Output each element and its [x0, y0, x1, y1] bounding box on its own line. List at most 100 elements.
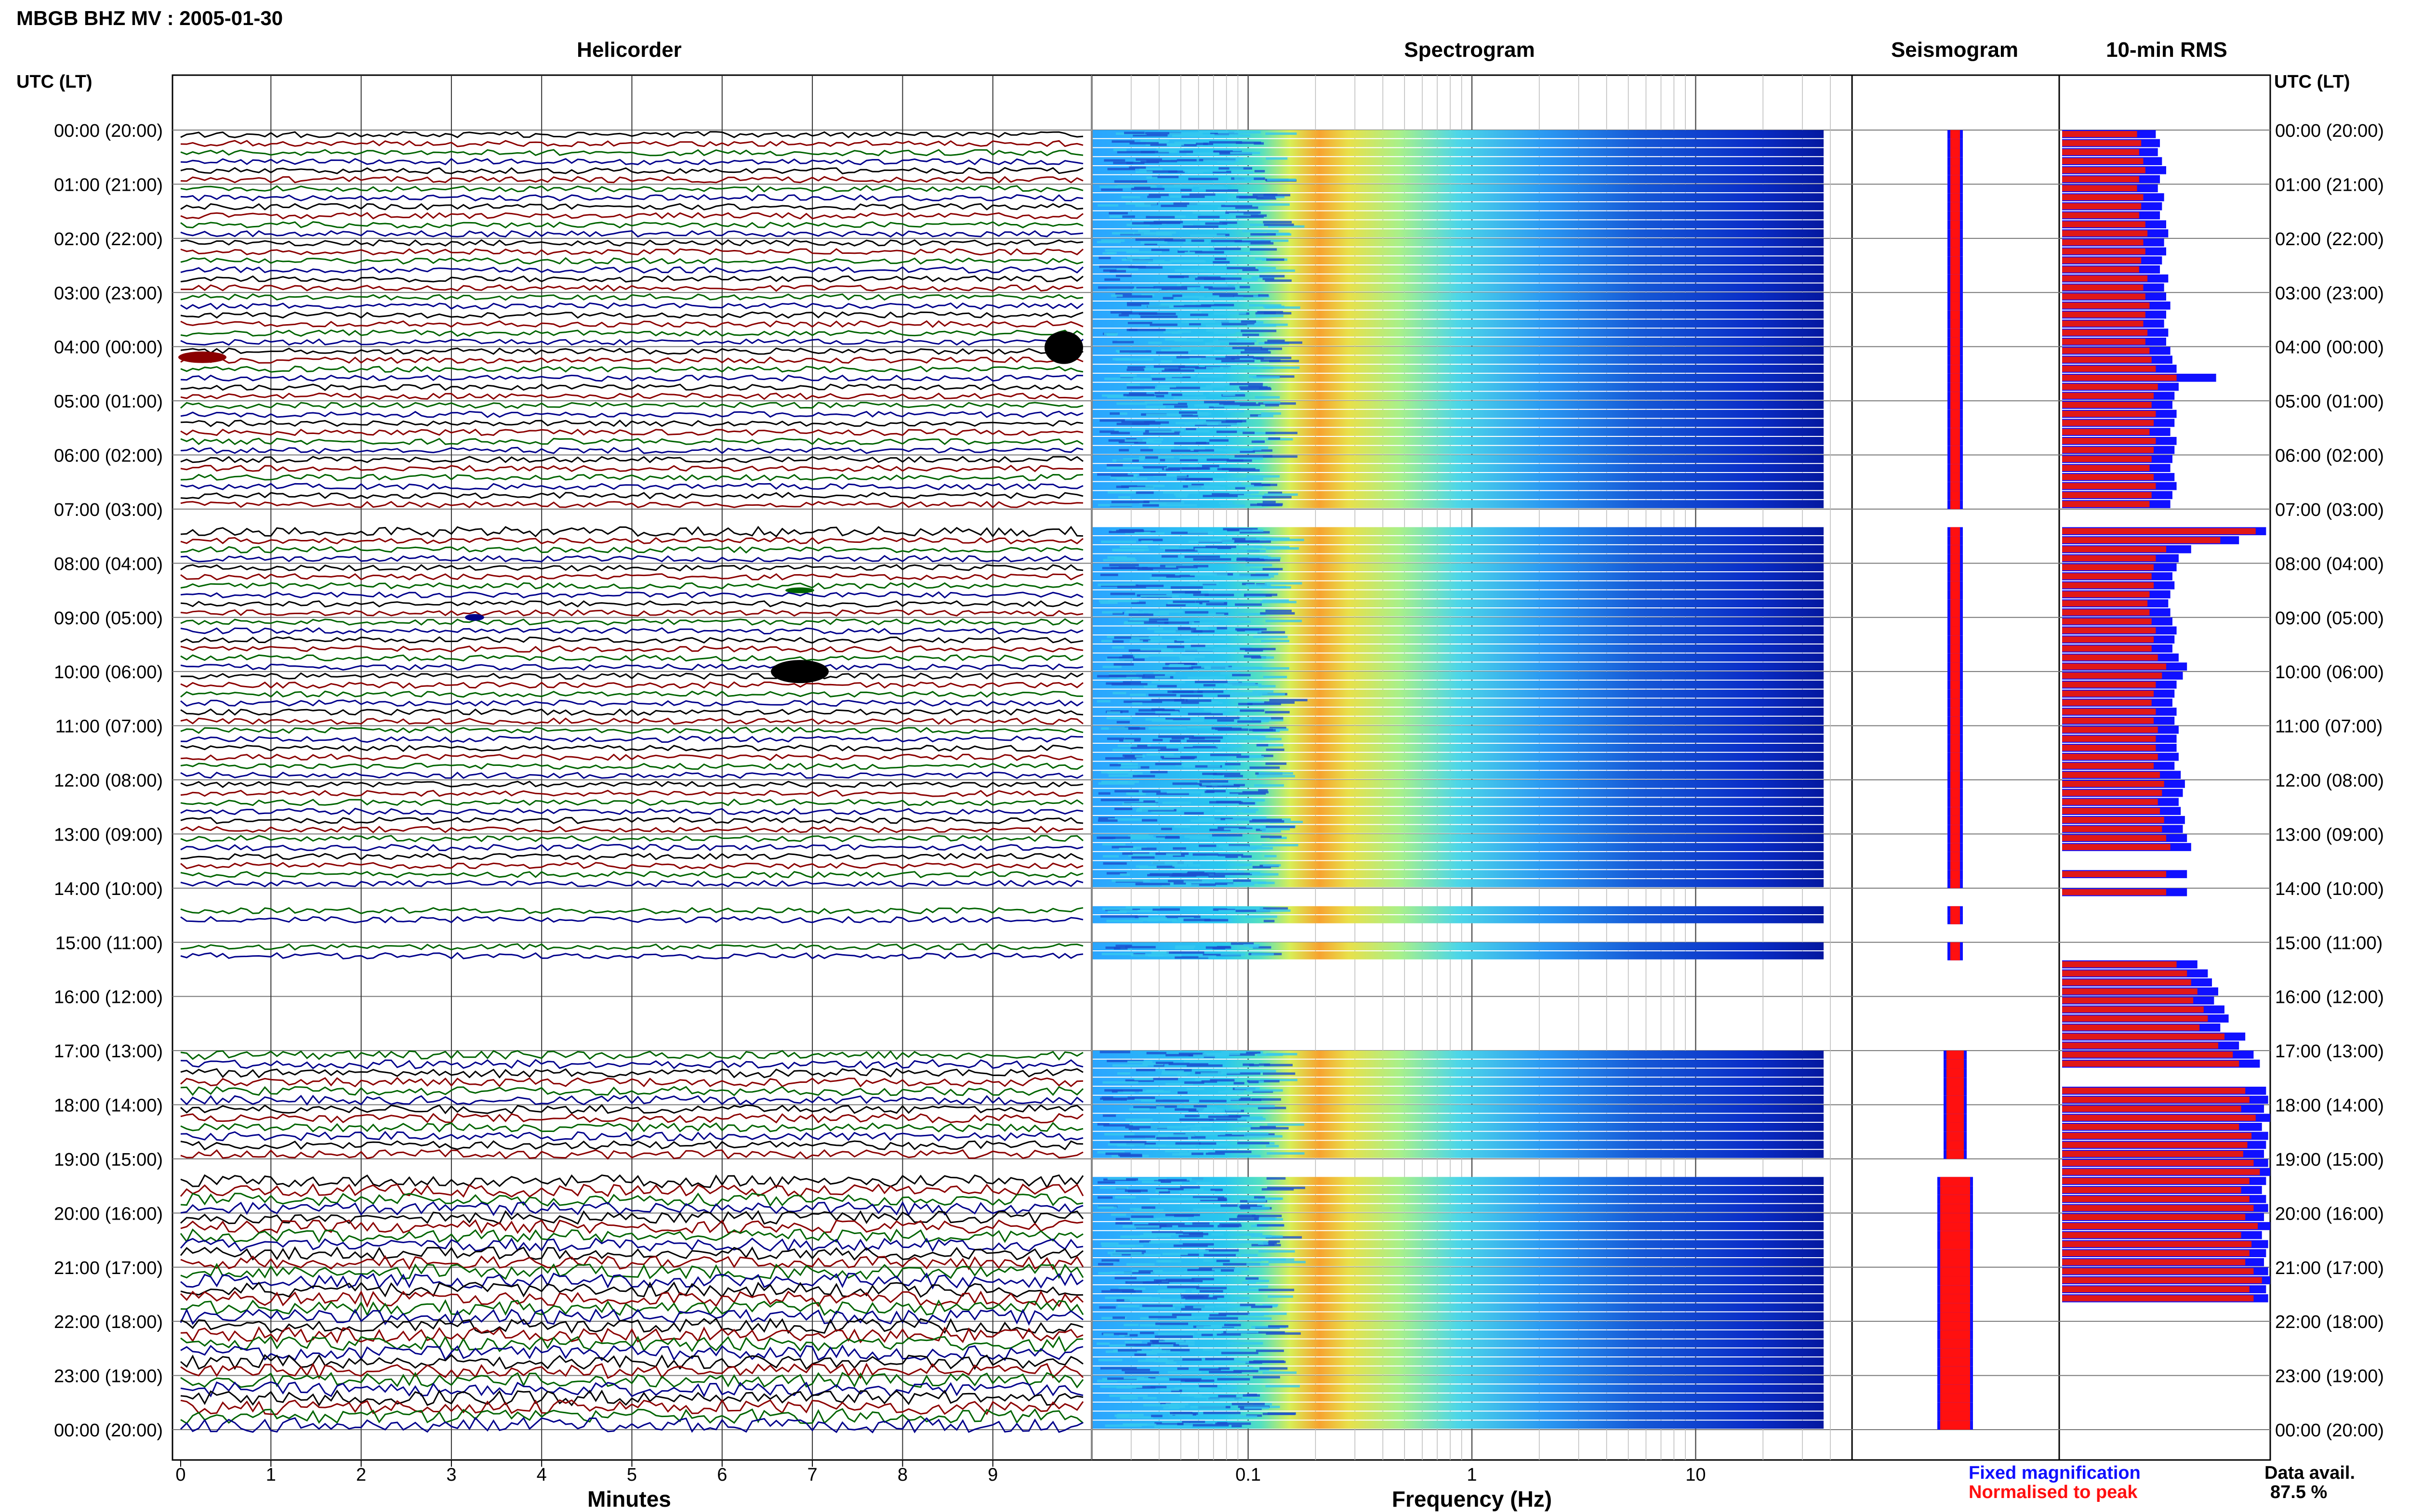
spectrogram-speckle [1174, 1387, 1212, 1390]
spectrogram-row [1093, 1420, 1824, 1429]
spectrogram-speckle [1246, 1263, 1269, 1266]
helicorder-trace [180, 320, 1084, 328]
spectrogram-speckle [1130, 694, 1146, 697]
seismogram-normalised [1950, 229, 1960, 238]
spectrogram-speckle [1192, 1424, 1229, 1427]
spectrogram-speckle [1238, 1398, 1260, 1401]
spectrogram-speckle [1186, 152, 1219, 155]
time-tick-label-left: 02:00 (22:00) [54, 229, 163, 250]
rms-bar-normalised [2062, 1006, 2204, 1013]
spectrogram-speckle [1151, 708, 1165, 711]
rms-bar-normalised [2062, 302, 2150, 309]
helicorder-trace [180, 1210, 1084, 1225]
spectrogram-row [1093, 735, 1824, 743]
spectrogram-speckle [1112, 646, 1125, 649]
spectrogram-speckle [1225, 855, 1238, 858]
helicorder-trace [180, 1149, 1084, 1160]
time-tick-label-right: 13:00 (09:00) [2275, 825, 2384, 845]
spectrogram-speckle [1268, 1261, 1306, 1263]
seismogram-normalised [1950, 409, 1960, 419]
spectrogram-speckle [1249, 304, 1282, 307]
spectrogram-speckle [1156, 1105, 1177, 1108]
spectrogram-speckle [1109, 1344, 1135, 1347]
spectrogram-speckle [1239, 1317, 1272, 1320]
spectrogram-speckle [1207, 1252, 1239, 1255]
spectrogram-speckle [1237, 550, 1266, 552]
spectrogram-speckle [1142, 466, 1167, 469]
spectrogram-speckle [1123, 739, 1135, 742]
spectrogram-speckle [1241, 320, 1257, 323]
spectrogram-speckle [1264, 582, 1302, 585]
seismogram-normalised [1940, 1348, 1970, 1358]
helicorder-trace [180, 834, 1084, 842]
spectrogram-speckle [1147, 305, 1183, 308]
spectrogram-speckle [1224, 775, 1243, 777]
spectrogram-speckle [1237, 613, 1266, 616]
spectrogram-row [1093, 1195, 1824, 1203]
rms-bar-normalised [2062, 961, 2177, 968]
helicorder-trace [180, 600, 1084, 608]
spectrogram-speckle [1165, 1362, 1177, 1365]
spectrogram-speckle [1156, 1260, 1172, 1262]
spectrogram-speckle [1151, 954, 1182, 957]
spectrogram-speckle [1229, 212, 1244, 215]
spectrogram-speckle [1219, 1223, 1241, 1226]
spectrogram-speckle [1229, 167, 1244, 170]
spectrogram-speckle [1263, 194, 1291, 197]
spectrogram-speckle [1175, 956, 1208, 959]
spectrogram-speckle [1171, 737, 1185, 740]
spectrogram-speckle [1205, 385, 1225, 388]
spectrogram-speckle [1099, 1186, 1129, 1189]
spectrogram-speckle [1226, 1330, 1258, 1333]
spectrogram-speckle [1221, 205, 1253, 208]
minute-tick-label: 2 [356, 1465, 366, 1485]
seismogram-normalised [1950, 807, 1960, 816]
spectrogram-speckle [1131, 856, 1155, 859]
spectrogram-row [1093, 879, 1824, 887]
spectrogram-speckle [1142, 919, 1177, 921]
helicorder-trace [180, 735, 1084, 743]
seismic-event-blob [1045, 331, 1083, 364]
helicorder-trace [180, 744, 1084, 752]
spectrogram-speckle [1125, 1079, 1154, 1082]
spectrogram-speckle [1107, 168, 1136, 171]
spectrogram-speckle [1132, 853, 1153, 856]
spectrogram-speckle [1183, 224, 1193, 227]
spectrogram-speckle [1200, 169, 1227, 172]
spectrogram-speckle [1239, 529, 1264, 532]
spectrogram-speckle [1257, 1258, 1295, 1261]
spectrogram-speckle [1098, 819, 1118, 822]
helicorder-trace [180, 636, 1084, 644]
rms-bar-normalised [2062, 447, 2154, 453]
spectrogram-speckle [1152, 171, 1185, 173]
spectrogram-speckle [1213, 340, 1252, 343]
spectrogram-speckle [1182, 1420, 1205, 1423]
spectrogram-speckle [1109, 674, 1145, 677]
spectrogram-speckle [1231, 942, 1254, 945]
spectrogram-speckle [1171, 429, 1184, 432]
spectrogram-speckle [1183, 225, 1218, 228]
spectrogram-speckle [1117, 781, 1128, 784]
seismogram-normalised [1950, 798, 1960, 807]
spectrogram-speckle [1146, 216, 1175, 219]
spectrogram-speckle [1144, 621, 1169, 624]
time-tick-label-right: 16:00 (12:00) [2275, 987, 2384, 1008]
spectrogram-speckle [1146, 140, 1168, 143]
seismogram-normalised [1940, 1195, 1970, 1204]
spectrogram-speckle [1153, 1078, 1178, 1080]
spectrogram-speckle [1262, 1412, 1296, 1415]
spectrogram-speckle [1234, 798, 1252, 801]
seismogram-normalised [1950, 536, 1960, 545]
time-tick-label-left: 14:00 (10:00) [54, 879, 163, 899]
spectrogram-speckle [1135, 799, 1158, 802]
spectrogram-speckle [1266, 539, 1304, 541]
seismogram-normalised [1950, 554, 1960, 564]
spectrogram-speckle [1098, 1181, 1115, 1184]
spectrogram-speckle [1122, 215, 1135, 218]
frequency-tick-label: 0.1 [1235, 1465, 1261, 1485]
spectrogram-speckle [1211, 1325, 1237, 1328]
spectrogram-speckle [1254, 784, 1284, 787]
helicorder-trace [180, 627, 1084, 635]
helicorder-trace [180, 167, 1084, 174]
minutes-axis-label: Minutes [587, 1486, 671, 1512]
